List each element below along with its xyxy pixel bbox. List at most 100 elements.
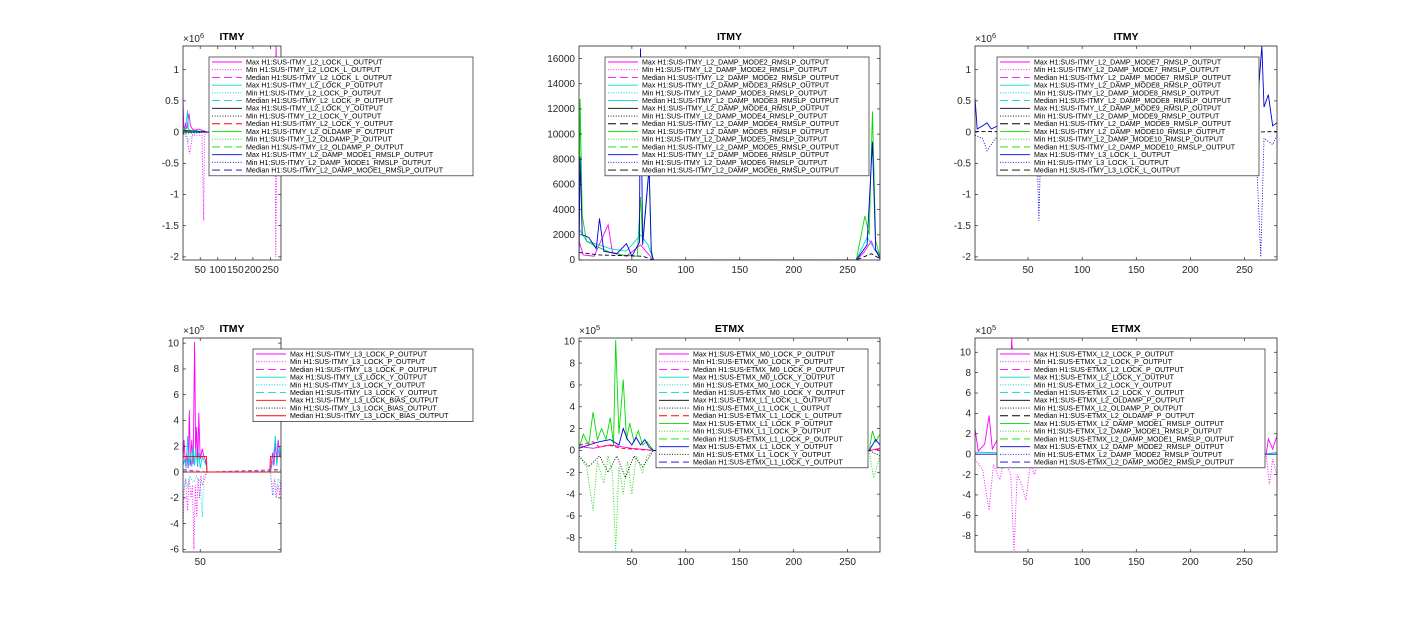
y-tick-label: 0 xyxy=(569,446,575,457)
chart-title: ETMX xyxy=(715,323,744,335)
y-tick-label: -4 xyxy=(566,489,575,500)
y-tick-label: 8 xyxy=(173,364,179,375)
legend-entry: Max H1:SUS-ETMX_L2_LOCK_Y_OUTPUT xyxy=(1034,374,1175,382)
y-tick-label: -1 xyxy=(170,190,179,201)
legend-box xyxy=(252,348,474,422)
legend-entry: Min H1:SUS-ITMY_L2_LOCK_Y_OUTPUT xyxy=(246,112,382,120)
axes-frame xyxy=(578,337,881,553)
y-tick-label: -2 xyxy=(962,470,971,481)
x-tick-label: 100 xyxy=(677,265,694,276)
x-tick-label: 100 xyxy=(1074,557,1091,568)
y-tick-label: 4 xyxy=(965,409,971,420)
y-tick-label: 6 xyxy=(965,388,971,399)
y-tick-label: -8 xyxy=(566,533,575,544)
x-tick-label: 50 xyxy=(195,557,207,568)
x-tick-label: 200 xyxy=(785,265,802,276)
legend-box xyxy=(996,348,1266,469)
legend-entry: Median H1:SUS-ETMX_L2_OLDAMP_P_OUTPUT xyxy=(1034,412,1195,420)
legend-entry: Min H1:SUS-ITMY_L3_LOCK_L_OUTPUT xyxy=(1034,159,1169,167)
axes-frame xyxy=(974,45,1278,261)
legend-entry: Median H1:SUS-ITMY_L2_DAMP_MODE8_RMSLP_O… xyxy=(1034,97,1232,105)
series-line-6 xyxy=(183,470,281,473)
legend-entry: Max H1:SUS-ITMY_L3_LOCK_L_OUTPUT xyxy=(1034,151,1171,159)
y-tick-label: 12000 xyxy=(547,104,575,115)
legend-entry: Max H1:SUS-ITMY_L2_DAMP_MODE2_RMSLP_OUTP… xyxy=(642,58,830,66)
legend-entry: Min H1:SUS-ITMY_L2_LOCK_L_OUTPUT xyxy=(246,66,381,74)
y-tick-label: 0 xyxy=(965,449,971,460)
legend-entry: Min H1:SUS-ETMX_L2_DAMP_MODE1_RMSLP_OUTP… xyxy=(1034,428,1223,436)
y-tick-label: 10 xyxy=(564,336,576,347)
x-tick-label: 250 xyxy=(262,265,279,276)
legend-entry: Median H1:SUS-ITMY_L2_LOCK_L_OUTPUT xyxy=(246,74,393,82)
y-exponent-value: 6 xyxy=(992,31,996,40)
y-exponent-label: ×105 xyxy=(579,323,600,337)
x-tick-label: 50 xyxy=(1022,557,1034,568)
legend-entry: Median H1:SUS-ETMX_L1_LOCK_Y_OUTPUT xyxy=(693,458,843,466)
legend-entry: Max H1:SUS-ITMY_L2_DAMP_MODE10_RMSLP_OUT… xyxy=(1034,128,1226,136)
y-exponent-label: ×106 xyxy=(975,31,996,45)
legend-entry: Median H1:SUS-ETMX_L1_LOCK_P_OUTPUT xyxy=(693,435,843,443)
legend: Max H1:SUS-ETMX_M0_LOCK_P_OUTPUT Min H1:S… xyxy=(655,348,869,469)
y-tick-label: 6000 xyxy=(553,180,576,191)
legend-entry: Min H1:SUS-ETMX_L1_LOCK_P_OUTPUT xyxy=(693,428,832,436)
x-tick-label: 100 xyxy=(209,265,226,276)
legend-entry: Median H1:SUS-ITMY_L2_DAMP_MODE6_RMSLP_O… xyxy=(642,166,840,174)
x-tick-label: 250 xyxy=(1236,265,1253,276)
series-group xyxy=(579,48,880,260)
legend-entry: Median H1:SUS-ETMX_M0_LOCK_Y_OUTPUT xyxy=(693,389,845,397)
y-tick-label: 0 xyxy=(173,127,179,138)
series-line-3 xyxy=(183,469,281,473)
legend-entry: Min H1:SUS-ETMX_L2_LOCK_Y_OUTPUT xyxy=(1034,381,1173,389)
y-exponent-label: ×105 xyxy=(183,323,204,337)
x-tick-label: 150 xyxy=(227,265,244,276)
x-tick-label: 100 xyxy=(1074,265,1091,276)
legend-entry: Median H1:SUS-ITMY_L2_DAMP_MODE2_RMSLP_O… xyxy=(642,74,840,82)
chart-panel-3: 1 0.5 0 -0.5 -1 -1.5 -2 50 100 150 200 250 ×106 ITMY M… xyxy=(954,31,1278,276)
y-tick-label: -2 xyxy=(566,467,575,478)
x-tick-label: 100 xyxy=(677,557,694,568)
x-tick-label: 150 xyxy=(1128,557,1145,568)
legend-entry: Max H1:SUS-ITMY_L3_LOCK_Y_OUTPUT xyxy=(290,374,428,382)
legend-entry: Median H1:SUS-ITMY_L2_LOCK_P_OUTPUT xyxy=(246,97,394,105)
y-tick-label: 1 xyxy=(965,65,971,76)
x-tick-label: 250 xyxy=(839,557,856,568)
legend-entry: Median H1:SUS-ETMX_L2_LOCK_Y_OUTPUT xyxy=(1034,389,1184,397)
y-tick-label: 6 xyxy=(173,390,179,401)
legend-entry: Max H1:SUS-ETMX_M0_LOCK_P_OUTPUT xyxy=(693,350,836,358)
legend-entry: Max H1:SUS-ITMY_L2_DAMP_MODE9_RMSLP_OUTP… xyxy=(1034,105,1222,113)
y-tick-label: 4 xyxy=(569,402,575,413)
legend-entry: Max H1:SUS-ITMY_L2_OLDAMP_P_OUTPUT xyxy=(246,128,394,136)
series-line-1 xyxy=(579,223,880,260)
legend-box xyxy=(208,56,474,177)
legend-entry: Min H1:SUS-ETMX_L1_LOCK_L_OUTPUT xyxy=(693,404,831,412)
y-tick-label: 0 xyxy=(965,127,971,138)
series-line-2 xyxy=(183,471,281,550)
legend-box xyxy=(996,56,1260,177)
y-tick-label: 2 xyxy=(569,424,575,435)
legend-entry: Min H1:SUS-ITMY_L2_OLDAMP_P_OUTPUT xyxy=(246,136,393,144)
legend-entry: Median H1:SUS-ITMY_L3_LOCK_Y_OUTPUT xyxy=(290,389,438,397)
legend-entry: Max H1:SUS-ITMY_L2_LOCK_L_OUTPUT xyxy=(246,58,383,66)
x-tick-label: 50 xyxy=(1022,265,1034,276)
series-line-5 xyxy=(579,252,880,260)
legend-entry: Min H1:SUS-ITMY_L2_DAMP_MODE4_RMSLP_OUTP… xyxy=(642,112,828,120)
legend-entry: Min H1:SUS-ITMY_L2_DAMP_MODE9_RMSLP_OUTP… xyxy=(1034,112,1220,120)
legend-entry: Median H1:SUS-ITMY_L2_OLDAMP_P_OUTPUT xyxy=(246,143,404,151)
legend-entry: Median H1:SUS-ITMY_L2_DAMP_MODE9_RMSLP_O… xyxy=(1034,120,1232,128)
legend-entry: Min H1:SUS-ITMY_L2_DAMP_MODE3_RMSLP_OUTP… xyxy=(642,89,828,97)
legend-entry: Median H1:SUS-ETMX_L1_LOCK_L_OUTPUT xyxy=(693,412,843,420)
y-tick-label: 4000 xyxy=(553,205,576,216)
x-tick-label: 50 xyxy=(626,265,638,276)
legend-entry: Max H1:SUS-ITMY_L2_LOCK_Y_OUTPUT xyxy=(246,105,384,113)
y-tick-label: -1.5 xyxy=(162,221,180,232)
axes-frame xyxy=(578,45,881,261)
chart-title: ITMY xyxy=(219,31,244,43)
x-tick-label: 200 xyxy=(785,557,802,568)
legend-entry: Max H1:SUS-ETMX_L2_OLDAMP_P_OUTPUT xyxy=(1034,397,1185,405)
y-tick-label: -6 xyxy=(566,511,575,522)
series-line-2 xyxy=(579,228,880,260)
legend-entry: Min H1:SUS-ITMY_L2_DAMP_MODE2_RMSLP_OUTP… xyxy=(642,66,828,74)
legend-entry: Max H1:SUS-ETMX_M0_LOCK_Y_OUTPUT xyxy=(693,374,836,382)
legend-entry: Median H1:SUS-ITMY_L2_DAMP_MODE4_RMSLP_O… xyxy=(642,120,840,128)
